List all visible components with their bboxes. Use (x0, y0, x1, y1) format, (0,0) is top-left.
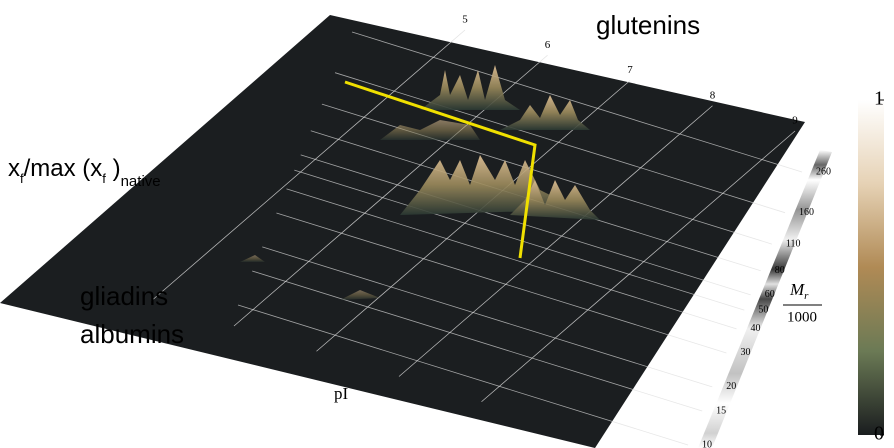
x-tick-label: 9 (792, 115, 798, 127)
y-tick-label: 50 (758, 304, 768, 315)
x-axis-label: pI (334, 384, 349, 403)
x-tick-label: 7 (627, 64, 633, 76)
surface-figure: glutenins gliadins albumins xf/max (xf )… (0, 0, 894, 448)
label-part: native (121, 173, 161, 190)
x-tick-label: 8 (710, 89, 716, 101)
label-part: x (8, 155, 20, 182)
colorbar-tick-label: 1 (874, 88, 884, 110)
y-tick-label: 30 (740, 347, 750, 358)
label-part: M (789, 280, 805, 299)
y-tick-label: 20 (726, 381, 736, 392)
y-tick-label: 80 (775, 265, 785, 276)
colorbar (858, 100, 884, 435)
y-axis-label: 1000 (787, 309, 817, 325)
annotation: glutenins (596, 10, 700, 40)
y-tick-label: 260 (816, 166, 831, 177)
y-tick-label: 10 (702, 439, 712, 448)
y-tick-label: 40 (751, 323, 761, 334)
colorbar-tick-label: 0 (874, 423, 884, 445)
y-tick-label: 160 (799, 207, 814, 218)
y-axis-label: Mr (789, 280, 809, 302)
y-tick-label: 60 (765, 289, 775, 300)
x-tick-label: 5 (462, 14, 468, 26)
label-part: /max (x (24, 155, 103, 182)
surface-plane (0, 15, 805, 448)
label-part: r (804, 290, 809, 302)
annotation: albumins (80, 319, 184, 349)
y-tick-label: 15 (716, 405, 726, 416)
page: glutenins gliadins albumins xf/max (xf )… (0, 0, 894, 448)
label-part: ) (106, 155, 121, 182)
z-axis-label: xf/max (xf )native (8, 155, 161, 190)
annotation: gliadins (80, 281, 168, 311)
y-tick-label: 110 (786, 238, 801, 249)
x-tick-label: 6 (545, 39, 551, 51)
